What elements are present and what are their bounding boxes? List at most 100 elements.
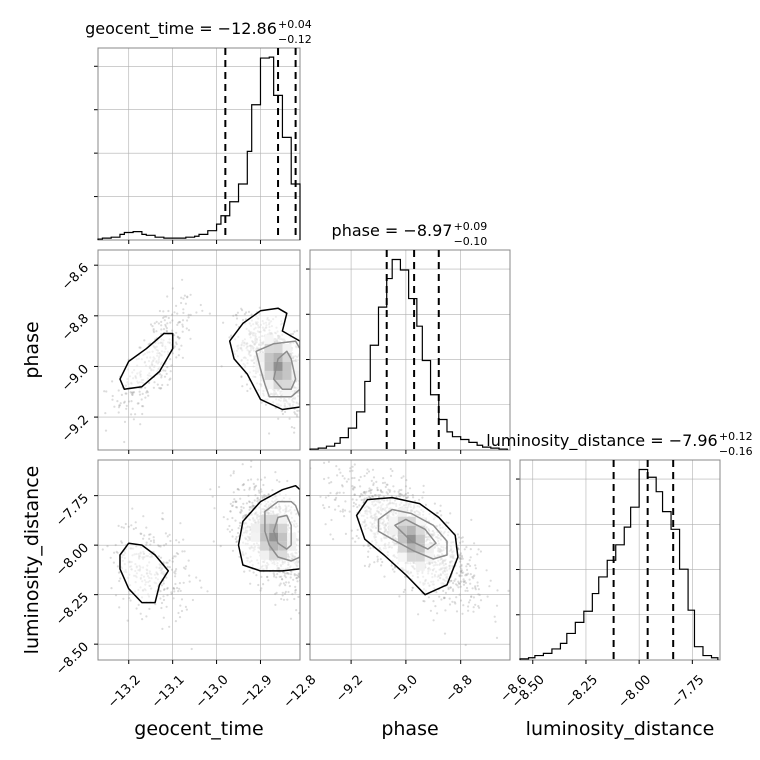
sample-point <box>189 313 192 316</box>
sample-point <box>117 524 120 528</box>
sample-point <box>301 386 303 388</box>
sample-point <box>187 313 190 316</box>
sample-point <box>119 577 122 580</box>
sample-point <box>164 323 167 326</box>
sample-point <box>382 477 385 480</box>
sample-point <box>174 572 177 575</box>
sample-point <box>341 474 344 478</box>
sample-point <box>335 496 338 499</box>
sample-point <box>311 553 313 555</box>
sample-point <box>450 579 453 582</box>
sample-point <box>432 619 435 622</box>
sample-point <box>460 571 463 575</box>
sample-point <box>162 588 166 592</box>
sample-point <box>234 500 237 503</box>
sample-point <box>388 490 391 493</box>
sample-point <box>472 610 475 613</box>
sample-point <box>405 496 408 500</box>
sample-point <box>240 375 243 379</box>
sample-point <box>177 336 180 339</box>
sample-point <box>405 496 408 499</box>
sample-point <box>153 322 156 325</box>
sample-point <box>329 543 331 545</box>
sample-point <box>432 600 435 603</box>
y-tick-label: −8.8 <box>59 311 92 344</box>
sample-point <box>344 500 347 503</box>
sample-point <box>184 565 188 568</box>
sample-point <box>179 589 182 593</box>
sample-point <box>245 502 248 505</box>
sample-point <box>156 383 159 386</box>
sample-point <box>373 494 377 497</box>
sample-point <box>229 510 232 513</box>
sample-point <box>105 390 108 393</box>
sample-point <box>402 495 405 498</box>
sample-point <box>306 392 308 394</box>
sample-point <box>175 552 178 555</box>
sample-point <box>104 412 107 415</box>
sample-point <box>304 527 306 529</box>
sample-point <box>304 561 306 563</box>
sample-point <box>303 342 305 344</box>
sample-point <box>494 620 497 623</box>
sample-point <box>241 463 244 466</box>
sample-point <box>268 432 271 435</box>
sample-point <box>266 575 269 579</box>
sample-point <box>139 346 142 349</box>
sample-point <box>282 582 285 585</box>
sample-point <box>311 386 313 388</box>
sample-point <box>166 535 169 538</box>
sample-point <box>152 386 155 389</box>
sample-point <box>320 552 322 554</box>
panel-frame <box>309 249 511 451</box>
sample-point <box>173 587 176 591</box>
sample-point <box>479 599 483 602</box>
sample-point <box>393 566 396 569</box>
sample-point <box>293 573 296 576</box>
sample-point <box>324 586 326 588</box>
sample-point <box>241 309 244 312</box>
sample-point <box>163 319 166 322</box>
sample-point <box>259 589 262 592</box>
sample-point <box>369 496 372 500</box>
sample-point <box>235 314 238 317</box>
sample-point <box>240 375 243 378</box>
sample-point <box>181 356 184 359</box>
sample-point <box>137 603 140 607</box>
sample-point <box>253 486 256 489</box>
sample-point <box>296 409 299 412</box>
sample-point <box>293 426 296 430</box>
sample-point <box>252 482 255 485</box>
sample-point <box>454 602 457 605</box>
sample-point <box>266 575 269 578</box>
sample-point <box>435 511 438 514</box>
sample-point <box>153 381 156 384</box>
sample-point <box>323 506 326 510</box>
sample-point <box>263 476 266 479</box>
sample-point <box>131 391 134 394</box>
sample-point <box>300 401 302 403</box>
sample-point <box>476 553 479 556</box>
sample-point <box>262 495 265 498</box>
sample-point <box>112 561 115 564</box>
sample-point <box>355 534 358 538</box>
sample-point <box>460 556 464 559</box>
sample-point <box>301 561 303 563</box>
sample-point <box>226 518 229 521</box>
sample-point <box>143 534 146 537</box>
sample-point <box>171 560 174 563</box>
sample-point <box>244 318 247 321</box>
sample-point <box>330 518 333 522</box>
sample-point <box>422 599 425 603</box>
sample-point <box>256 496 259 499</box>
sample-point <box>479 550 482 553</box>
sample-point <box>135 607 138 610</box>
sample-point <box>389 474 393 477</box>
sample-point <box>188 580 191 583</box>
sample-point <box>248 508 251 511</box>
sample-point <box>467 563 470 566</box>
sample-point <box>454 583 458 586</box>
sample-point <box>161 383 164 387</box>
sample-point <box>166 366 169 369</box>
